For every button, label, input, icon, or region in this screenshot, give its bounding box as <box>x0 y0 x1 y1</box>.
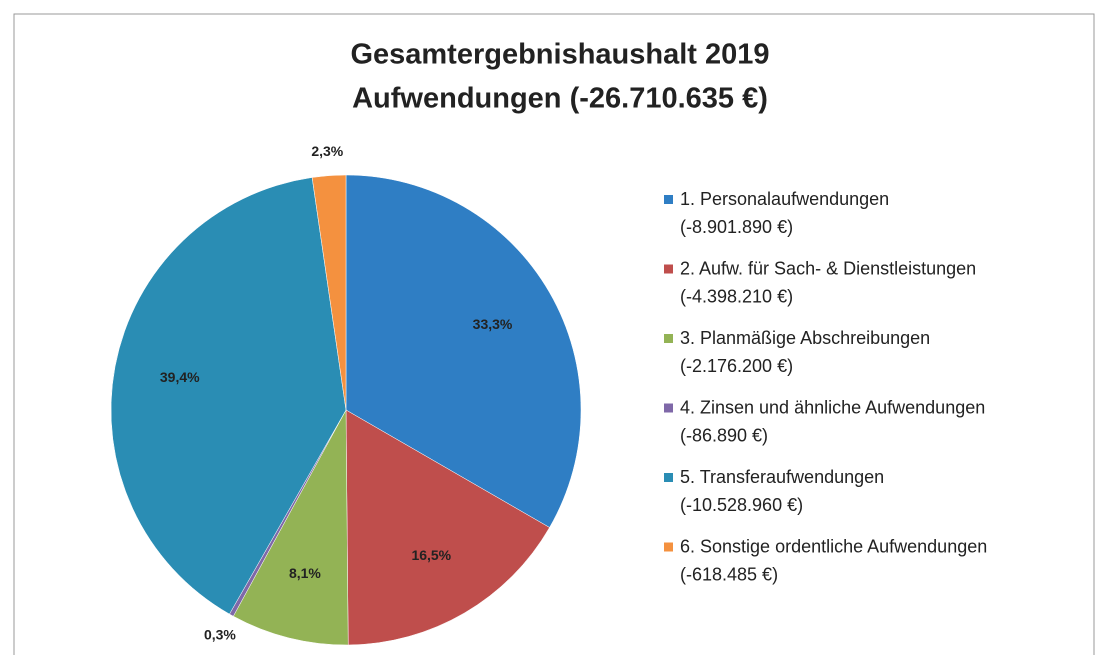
data-label: 16,5% <box>411 547 451 563</box>
legend-detail: (-10.528.960 €) <box>680 495 803 515</box>
chart-subtitle: Aufwendungen (-26.710.635 €) <box>352 83 768 115</box>
legend-label: 6. Sonstige ordentliche Aufwendungen <box>680 536 987 556</box>
legend-detail: (-4.398.210 €) <box>680 286 793 306</box>
pie-slice <box>345 174 582 528</box>
chart-title: Gesamtergebnishaushalt 2019 <box>350 39 769 71</box>
data-label: 33,3% <box>473 316 513 332</box>
legend-swatch <box>664 542 673 552</box>
legend-label: 5. Transferaufwendungen <box>680 467 884 487</box>
legend-detail: (-86.890 €) <box>680 425 768 445</box>
legend-swatch <box>664 473 673 482</box>
pie-slice <box>232 409 349 646</box>
legend-swatch <box>664 403 673 413</box>
legend-swatch <box>664 334 673 343</box>
pie-slice <box>345 409 550 646</box>
legend-detail: (-8.901.890 €) <box>680 217 793 237</box>
legend-label: 3. Planmäßige Abschreibungen <box>680 328 930 348</box>
legend-detail: (-2.176.200 €) <box>680 356 793 376</box>
legend-label: 4. Zinsen und ähnliche Aufwendungen <box>680 397 985 417</box>
legend-label: 2. Aufw. für Sach- & Dienstleistungen <box>680 258 976 278</box>
pie-slice <box>311 174 347 411</box>
data-label: 0,3% <box>204 626 236 642</box>
legend-detail: (-618.485 €) <box>680 564 778 584</box>
legend-swatch <box>664 195 673 204</box>
legend-swatch <box>664 264 673 274</box>
data-label: 2,3% <box>311 143 343 159</box>
data-label: 8,1% <box>289 565 321 581</box>
legend-label: 1. Personalaufwendungen <box>680 189 889 209</box>
chart-frame <box>13 13 1095 655</box>
pie-slice <box>110 177 347 615</box>
data-label: 39,4% <box>160 369 200 385</box>
